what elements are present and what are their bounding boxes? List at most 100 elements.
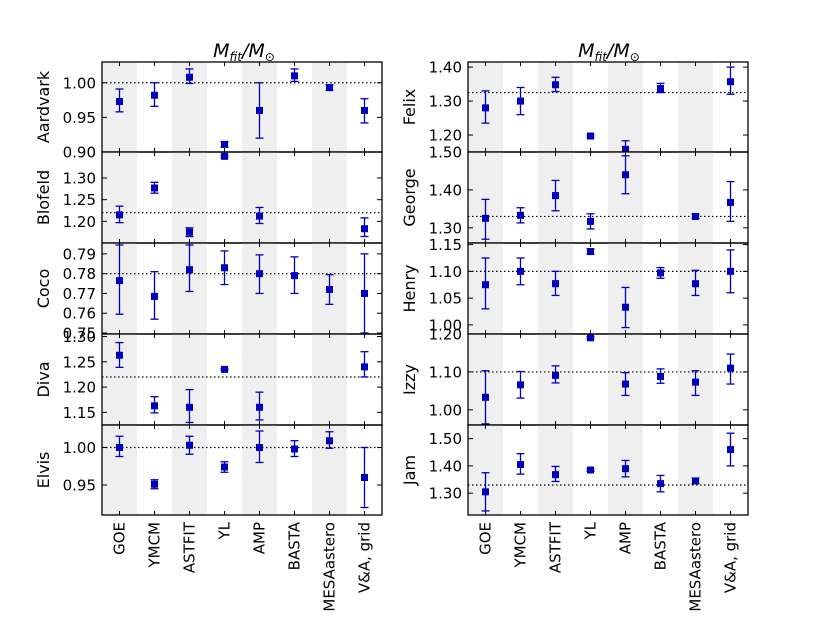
y-tick-label: 1.40 [429,59,462,77]
y-tick-label: 1.25 [63,191,96,209]
point-goe [116,351,123,359]
x-tick-label-goe: GOE [477,522,495,555]
panel-frame [101,424,383,516]
y-tick-label: 1.30 [429,93,462,111]
point-astfit [186,73,193,81]
y-tick-label: 0.75 [63,325,96,343]
star-label-jam: Jam [400,455,419,486]
point-ymcm [151,292,158,300]
left-title-sub: fit [230,50,244,64]
star-label-george: George [400,168,419,226]
shade-band [678,425,713,515]
right-title-m: M [578,40,594,62]
x-tick-label-ymcm: YMCM [146,522,164,569]
point-mesaastero [692,280,699,288]
y-tick-label: 1.20 [429,127,462,145]
point-yl [587,334,594,342]
point-ymcm [151,184,158,192]
point-astfit [552,192,559,200]
shade-band [678,62,713,152]
point-amp [256,106,263,114]
y-tick-label: 1.30 [63,328,96,346]
point-goe [482,281,489,289]
y-tick-label: 0.77 [63,285,96,303]
panel-blofeld: 1.20 1.25 1.30 Blofeld [34,151,383,244]
x-tick-label-astfit: ASTFIT [547,521,565,573]
right-column-title: Mfit/M⊙ [578,40,640,64]
y-tick-label: 1.25 [63,353,96,371]
point-mesaastero [326,285,333,293]
y-tick-label: 1.50 [429,144,462,162]
point-astfit [552,371,559,379]
point-goe [116,277,123,285]
y-tick-label: 0.78 [63,265,96,283]
point-vanda-grid [727,267,734,275]
y-tick-label: 1.40 [429,181,462,199]
point-amp [622,145,629,153]
left-title-sun: ⊙ [265,50,275,64]
point-basta [657,480,664,488]
y-tick-label: 1.50 [429,430,462,448]
shade-band [242,152,277,243]
star-label-elvis: Elvis [34,452,53,489]
y-tick-label: 1.30 [429,485,462,503]
point-amp [622,380,629,388]
left-column-title: Mfit/M⊙ [213,40,275,64]
y-tick-label: 0.95 [63,477,96,495]
point-ymcm [517,267,524,275]
point-astfit [186,441,193,449]
y-tick-label: 1.05 [429,290,462,308]
y-tick-label: 1.20 [429,326,462,344]
y-tick-label: 0.90 [63,144,96,162]
right-title-sun: ⊙ [630,50,640,64]
point-yl [221,152,228,160]
star-label-diva: Diva [34,361,53,397]
star-label-izzy: Izzy [400,364,419,395]
point-yl [221,365,228,373]
y-tick-label: 0.95 [63,109,96,127]
point-vanda-grid [361,106,368,114]
point-yl [221,140,228,148]
point-astfit [552,81,559,89]
x-tick-label-vanda-grid: V&A, grid [356,522,374,593]
point-basta [291,445,298,453]
point-basta [291,72,298,80]
y-tick-label: 1.40 [429,457,462,475]
point-vanda-grid [727,198,734,206]
point-goe [482,104,489,112]
x-tick-label-mesaastero: MESAastero [687,522,705,612]
point-vanda-grid [361,289,368,297]
point-ymcm [151,480,158,488]
x-tick-label-yl: YL [582,521,600,540]
shade-band [312,334,347,425]
point-basta [657,269,664,277]
point-vanda-grid [361,363,368,371]
y-tick-label: 1.10 [429,363,462,381]
star-label-henry: Henry [400,264,419,312]
y-tick-label: 1.30 [63,170,96,188]
y-tick-label: 1.20 [63,379,96,397]
point-yl [587,217,594,225]
right-title-sub: fit [595,50,609,64]
column-titles: Mfit/M⊙ Mfit/M⊙ [213,40,640,64]
y-tick-label: 1.15 [429,236,462,254]
panel-felix: 1.20 1.30 1.40 Felix [400,59,749,159]
point-mesaastero [326,84,333,92]
point-yl [587,248,594,256]
point-vanda-grid [727,364,734,372]
x-tick-label-basta: BASTA [652,521,670,570]
point-ymcm [151,91,158,99]
panel-diva: 1.15 1.20 1.25 1.30 Diva [34,328,383,426]
point-amp [622,171,629,179]
x-tick-label-amp: AMP [617,522,635,554]
panel-coco: 0.75 0.76 0.77 0.78 0.79 Coco [34,242,383,343]
star-label-blofeld: Blofeld [34,170,53,225]
point-basta [657,372,664,380]
right-title-slash: /M [605,40,630,62]
panel-izzy: 1.00 1.10 1.20 Izzy [400,326,749,426]
point-amp [256,444,263,451]
panel-jam: 1.30 1.40 1.50 Jam GOE YMCM ASTFIT YL AMP BASTA ME… [400,424,749,612]
x-tick-label-yl: YL [216,521,234,540]
point-yl [221,463,228,471]
